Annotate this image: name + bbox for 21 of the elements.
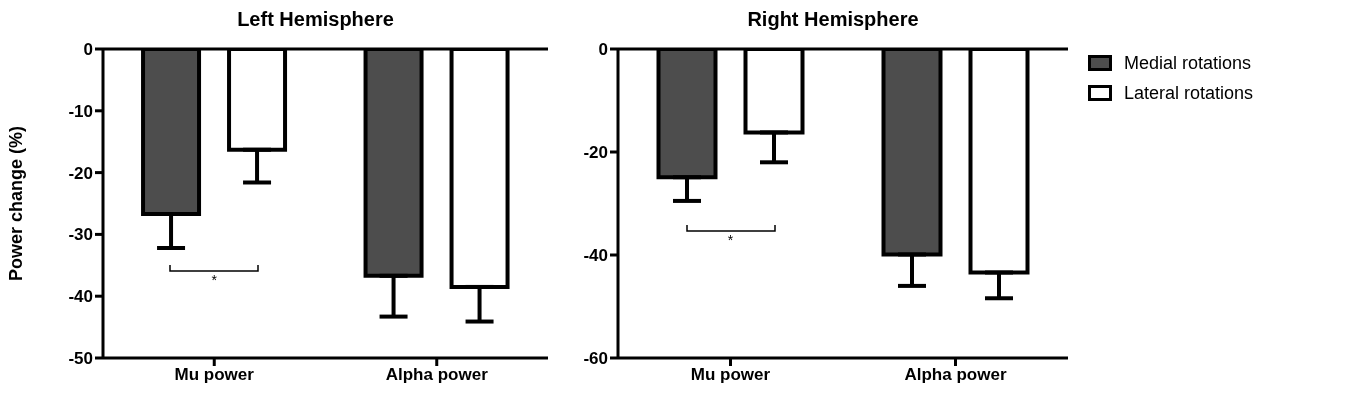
y-tick-label: 0 [598, 40, 608, 60]
y-tick-label: -20 [583, 143, 608, 163]
y-tick-label: -20 [68, 163, 93, 183]
y-tick-label: -60 [583, 349, 608, 369]
y-tick-label: -40 [583, 246, 608, 266]
y-axis-title: Power change (%) [6, 125, 27, 282]
y-tick-label: -40 [68, 287, 93, 307]
x-tick-label: Mu power [174, 365, 255, 385]
annotation: * [726, 231, 735, 248]
y-tick-label: -50 [68, 349, 93, 369]
y-tick-label: -30 [68, 225, 93, 245]
y-tick-label: -10 [68, 101, 93, 121]
annotation: * [210, 272, 218, 288]
legend-label: Lateral rotations [1124, 82, 1254, 104]
x-tick-label: Mu power [690, 365, 771, 385]
x-tick-label: Alpha power [385, 365, 489, 385]
x-tick-label: Alpha power [904, 365, 1007, 385]
chart-title: Left Hemisphere [236, 8, 395, 32]
chart-title: Right Hemisphere [746, 8, 920, 32]
legend-label: Medial rotations [1124, 52, 1252, 74]
y-tick-label: 0 [83, 40, 93, 60]
